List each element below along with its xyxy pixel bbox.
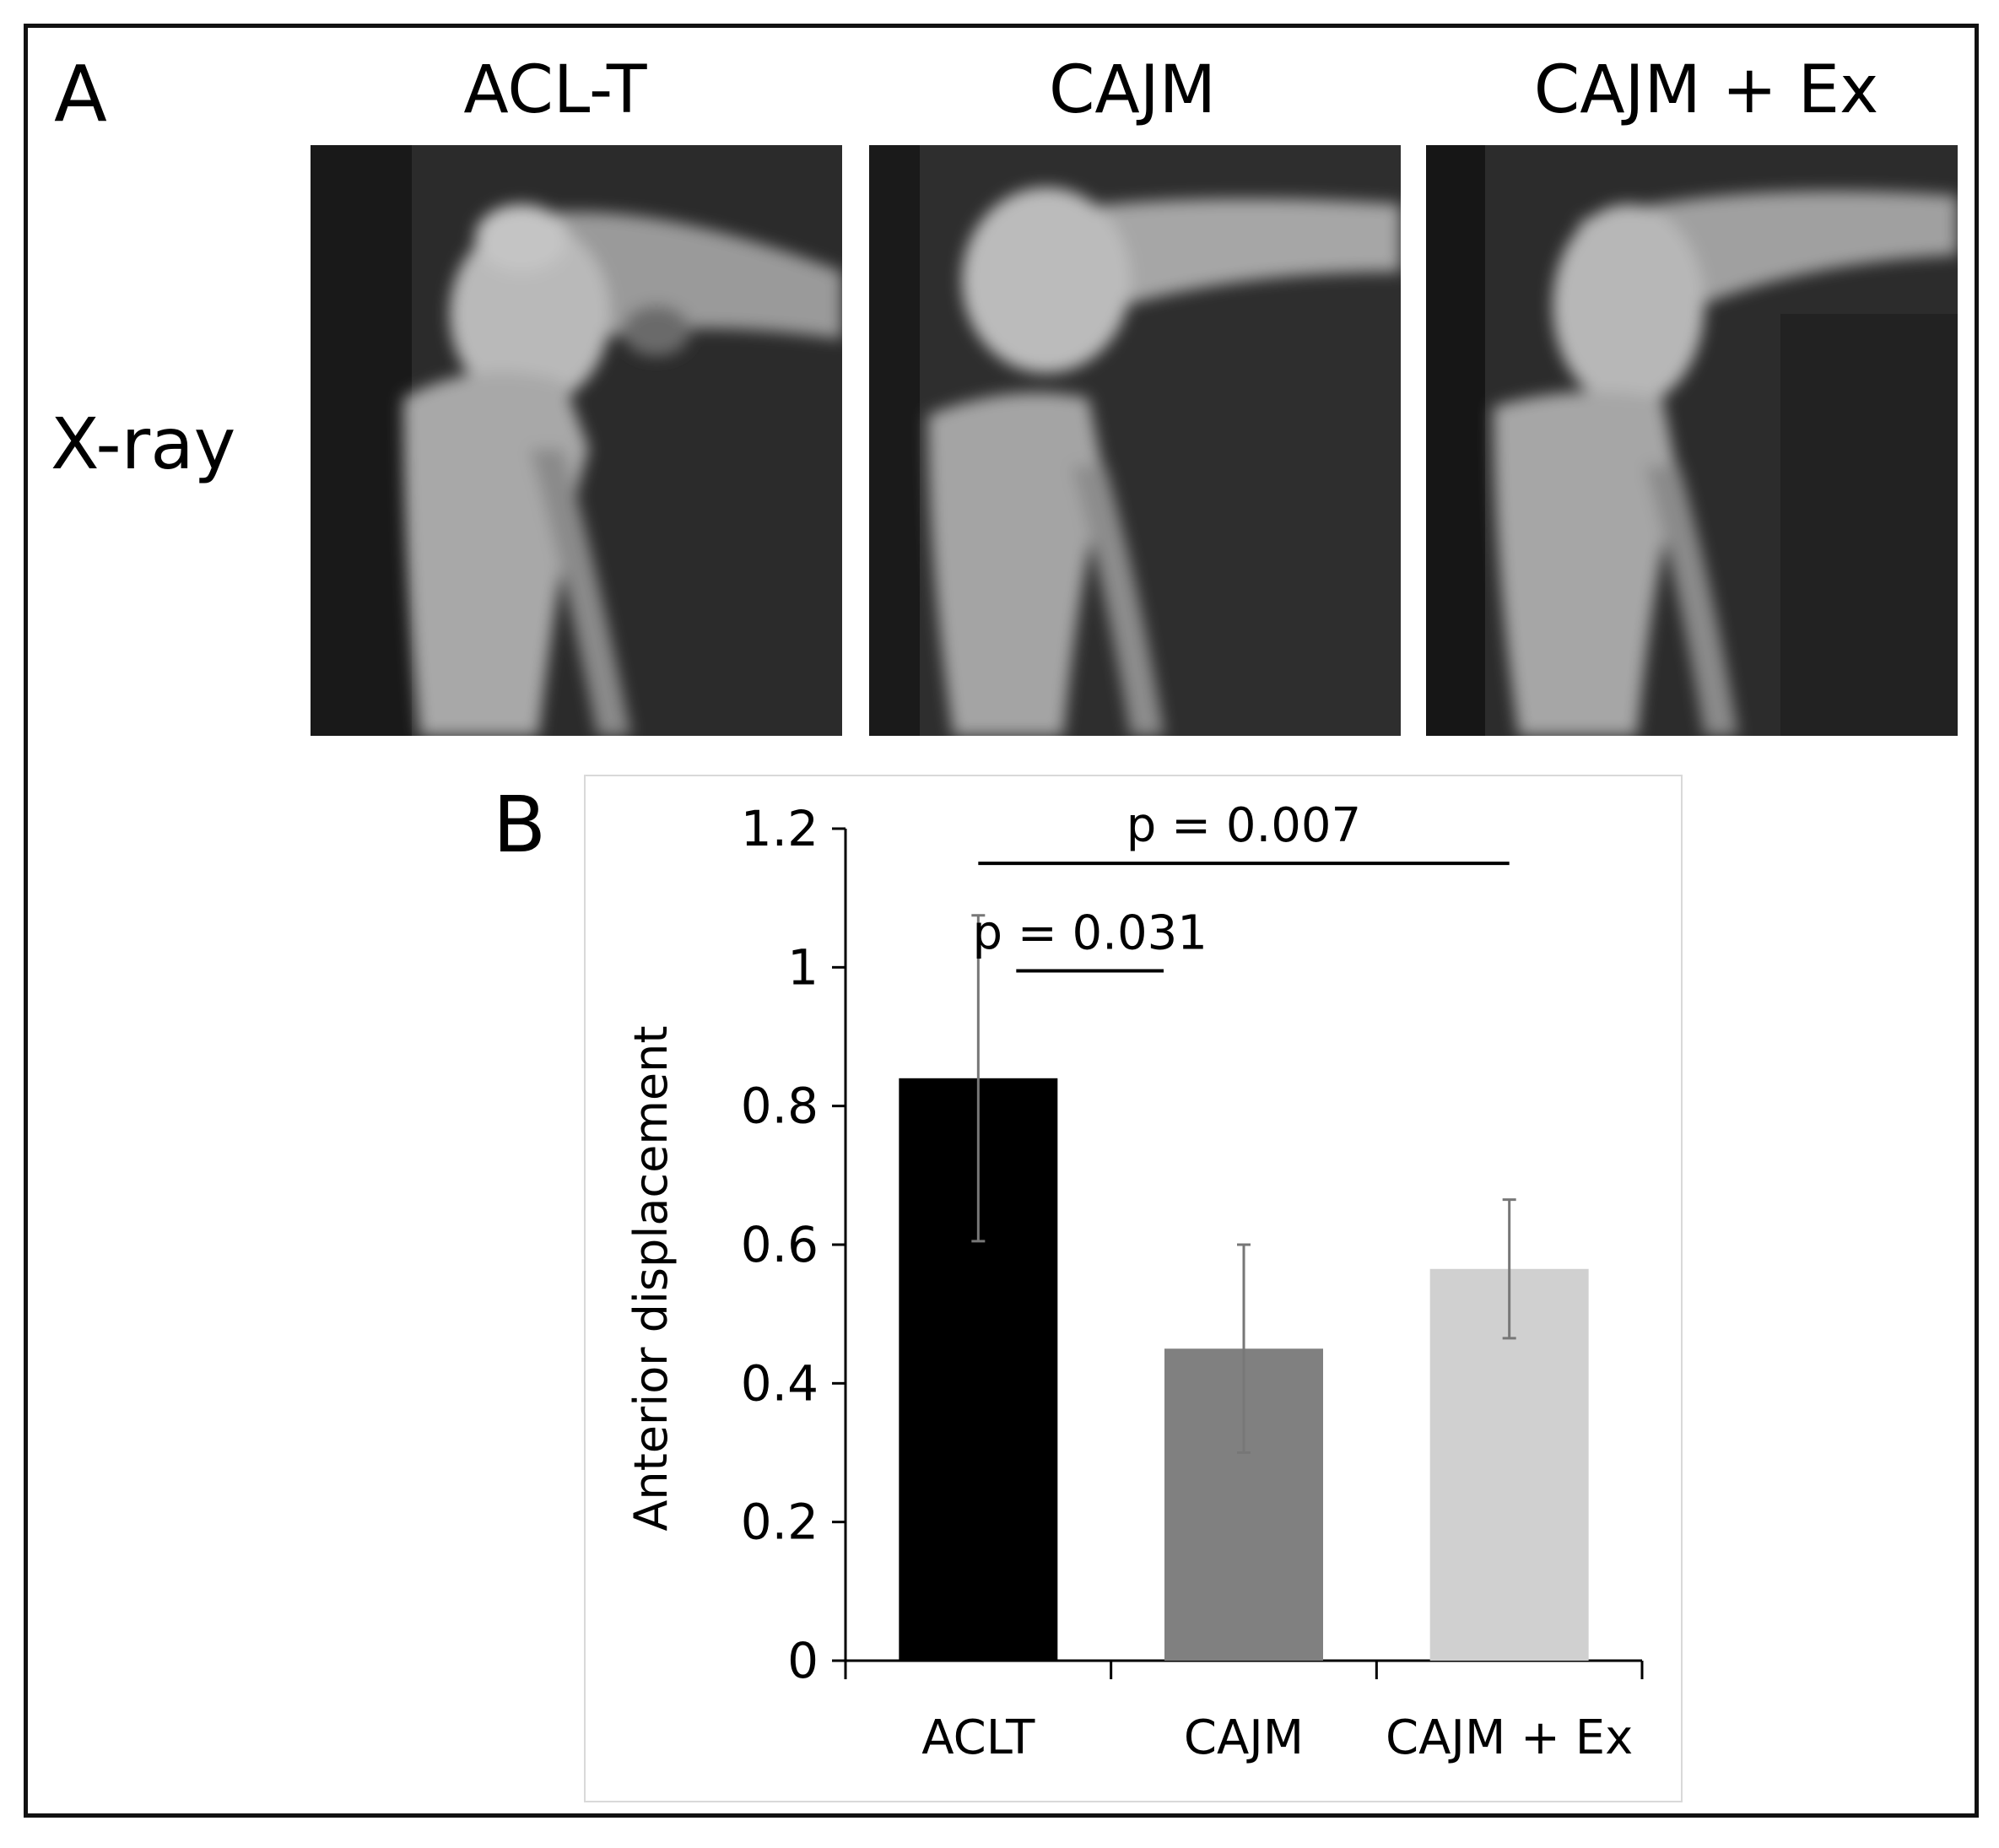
panel-b-letter: B xyxy=(493,780,547,870)
column-title-cajm: CAJM xyxy=(1048,52,1217,128)
xray-image-cajm-ex xyxy=(1426,145,1958,736)
row-label-xray: X-ray xyxy=(51,403,236,485)
column-title-cajm-ex: CAJM + Ex xyxy=(1533,52,1879,128)
panel-a-letter: A xyxy=(54,49,107,139)
column-title-acl-t: ACL-T xyxy=(463,52,647,128)
xray-image-acl-t xyxy=(311,145,842,736)
figure-frame xyxy=(24,24,1979,1818)
chart-panel xyxy=(584,775,1683,1802)
xray-image-cajm xyxy=(869,145,1401,736)
